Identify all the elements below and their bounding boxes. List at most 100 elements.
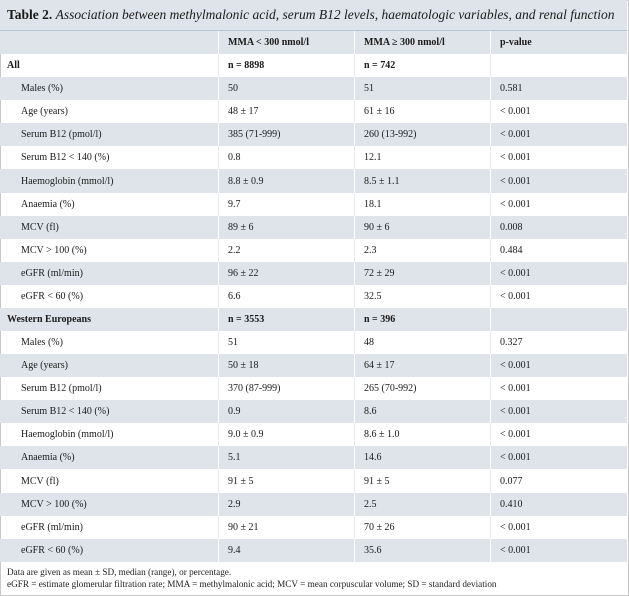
variable-label: Age (years)	[21, 360, 68, 372]
table-row: MCV > 100 (%) 2.2 2.3 0.484	[0, 238, 628, 262]
table-number: Table 2.	[7, 7, 53, 22]
table-caption: Table 2. Association between methylmalon…	[0, 0, 627, 30]
p-value: < 0.001	[490, 423, 628, 447]
table-title: Association between methylmalonic acid, …	[55, 7, 615, 22]
p-value: < 0.001	[490, 100, 628, 124]
value-mma-high: 70 ± 26	[354, 515, 491, 539]
value-mma-low: 0.9	[218, 400, 355, 424]
table-row: MCV > 100 (%) 2.9 2.5 0.410	[0, 492, 628, 516]
table-row: MCV (fl) 89 ± 6 90 ± 6 0.008	[0, 215, 628, 239]
variable-label: MCV (fl)	[21, 475, 59, 487]
variable-label: Haemoglobin (mmol/l)	[21, 429, 114, 441]
value-mma-high: 32.5	[354, 284, 491, 308]
value-mma-high: 2.3	[354, 238, 491, 262]
value-mma-low: 50	[218, 77, 355, 101]
value-mma-low: 6.6	[218, 284, 355, 308]
variable-label: MCV (fl)	[21, 221, 59, 233]
value-mma-high: 61 ± 16	[354, 100, 491, 124]
p-value: < 0.001	[490, 192, 628, 216]
table-footnotes: Data are given as mean ± SD, median (ran…	[7, 567, 497, 590]
value-mma-high: 265 (70-992)	[354, 377, 491, 401]
value-mma-high: 90 ± 6	[354, 215, 491, 239]
table-row: eGFR < 60 (%) 6.6 32.5 < 0.001	[0, 284, 628, 308]
variable-label: Serum B12 (pmol/l)	[21, 383, 102, 395]
value-mma-low: 2.2	[218, 238, 355, 262]
variable-label: Anaemia (%)	[21, 452, 75, 464]
variable-label: Serum B12 (pmol/l)	[21, 129, 102, 141]
footnote-abbreviations: eGFR = estimate glomerular filtration ra…	[7, 578, 497, 589]
value-mma-low: 89 ± 6	[218, 215, 355, 239]
variable-label: Age (years)	[21, 106, 68, 118]
table-row: MCV (fl) 91 ± 5 91 ± 5 0.077	[0, 469, 627, 493]
group-header-row: Western Europeans n = 3553 n = 396	[0, 307, 627, 332]
group-n-high: n = 742	[354, 54, 491, 78]
value-mma-low: 5.1	[218, 446, 355, 470]
variable-label: eGFR (ml/min)	[21, 267, 83, 279]
table-row: Serum B12 (pmol/l) 370 (87-999) 265 (70-99…	[0, 377, 628, 401]
variable-label: Serum B12 < 140 (%)	[21, 152, 110, 164]
value-mma-high: 51	[354, 77, 491, 101]
value-mma-low: 48 ± 17	[218, 100, 355, 124]
value-mma-low: 50 ± 18	[218, 354, 355, 378]
header-cell-mma-high: MMA ≥ 300 nmol/l	[354, 31, 491, 55]
variable-label: Serum B12 < 140 (%)	[21, 406, 110, 418]
group-p-empty	[490, 54, 628, 78]
variable-label: Males (%)	[21, 83, 63, 95]
results-table: MMA < 300 nmol/l MMA ≥ 300 nmol/l p-valu…	[0, 30, 627, 562]
value-mma-low: 51	[218, 331, 355, 355]
value-mma-high: 12.1	[354, 146, 491, 170]
table-row: Anaemia (%) 9.7 18.1 < 0.001	[0, 192, 628, 216]
p-value: < 0.001	[490, 377, 628, 401]
table-row: Serum B12 < 140 (%) 0.8 12.1 < 0.001	[0, 146, 628, 170]
table-row: Males (%) 51 48 0.327	[0, 331, 628, 355]
p-value: 0.008	[490, 215, 628, 239]
value-mma-low: 9.4	[218, 538, 355, 562]
table-row: Haemoglobin (mmol/l) 9.0 ± 0.9 8.6 ± 1.0 < …	[0, 423, 628, 447]
header-cell-label	[0, 31, 218, 54]
group-n-high: n = 396	[354, 307, 491, 332]
p-value: < 0.001	[490, 446, 628, 470]
value-mma-high: 2.5	[354, 492, 491, 516]
p-value: < 0.001	[490, 284, 628, 308]
value-mma-low: 90 ± 21	[218, 515, 355, 539]
value-mma-high: 8.5 ± 1.1	[354, 169, 491, 193]
group-n-low: n = 8898	[218, 54, 355, 78]
table-row: Age (years) 50 ± 18 64 ± 17 < 0.001	[0, 354, 627, 378]
value-mma-low: 385 (71-999)	[218, 123, 355, 147]
p-value: 0.484	[490, 238, 628, 262]
value-mma-low: 8.8 ± 0.9	[218, 169, 355, 193]
variable-label: MCV > 100 (%)	[21, 244, 87, 256]
table-row: eGFR (ml/min) 90 ± 21 70 ± 26 < 0.001	[0, 515, 628, 539]
value-mma-high: 48	[354, 331, 491, 355]
variable-label: eGFR < 60 (%)	[21, 290, 84, 302]
p-value: < 0.001	[490, 169, 628, 193]
value-mma-low: 9.0 ± 0.9	[218, 423, 355, 447]
p-value: 0.581	[490, 77, 628, 101]
group-name: All	[7, 60, 20, 72]
variable-label: Males (%)	[21, 337, 63, 349]
table-row: eGFR < 60 (%) 9.4 35.6 < 0.001	[0, 538, 627, 562]
value-mma-high: 8.6 ± 1.0	[354, 423, 491, 447]
p-value: < 0.001	[490, 146, 628, 170]
value-mma-high: 8.6	[354, 400, 491, 424]
p-value: < 0.001	[490, 400, 628, 424]
value-mma-high: 35.6	[354, 538, 491, 562]
table-row: Haemoglobin (mmol/l) 8.8 ± 0.9 8.5 ± 1.1 < …	[0, 169, 628, 193]
value-mma-low: 2.9	[218, 492, 355, 516]
variable-label: Haemoglobin (mmol/l)	[21, 175, 114, 187]
value-mma-high: 64 ± 17	[354, 354, 491, 378]
p-value: 0.327	[490, 331, 628, 355]
value-mma-high: 260 (13-992)	[354, 123, 491, 147]
table-row: Age (years) 48 ± 17 61 ± 16 < 0.001	[0, 100, 628, 124]
variable-label: eGFR (ml/min)	[21, 521, 83, 533]
header-row: MMA < 300 nmol/l MMA ≥ 300 nmol/l p-valu…	[0, 31, 627, 55]
footnote-data-format: Data are given as mean ± SD, median (ran…	[7, 567, 232, 577]
variable-label: MCV > 100 (%)	[21, 498, 87, 510]
p-value: < 0.001	[490, 515, 628, 539]
group-header-row: All n = 8898 n = 742	[0, 54, 628, 78]
value-mma-low: 0.8	[218, 146, 355, 170]
value-mma-high: 91 ± 5	[354, 469, 491, 493]
table-row: Males (%) 50 51 0.581	[0, 77, 628, 101]
table-row: Serum B12 < 140 (%) 0.9 8.6 < 0.001	[0, 400, 628, 424]
p-value: 0.410	[490, 492, 628, 516]
